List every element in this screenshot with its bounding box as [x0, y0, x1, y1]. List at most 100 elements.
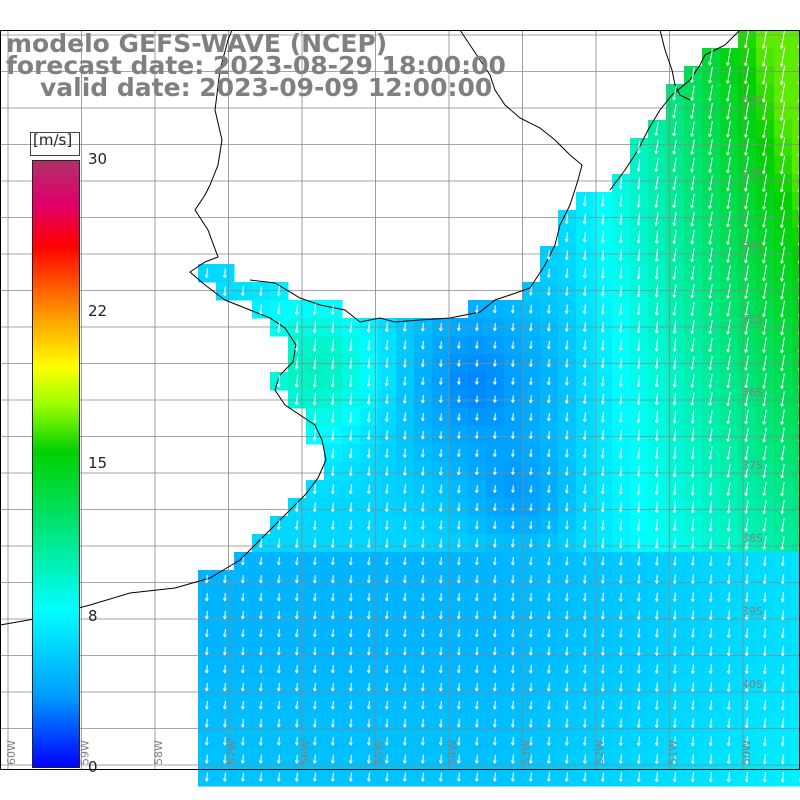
wind-arrow [368, 321, 370, 333]
wind-arrow-head [620, 473, 623, 477]
wind-arrow-head [422, 724, 425, 728]
wind-arrow [745, 192, 749, 210]
wind-arrow-head [727, 242, 730, 245]
wind-arrow [476, 700, 478, 710]
wind-arrow-head [332, 330, 335, 334]
wind-arrow-head [763, 206, 766, 210]
wind-arrow-head [548, 472, 551, 476]
wind-arrow [350, 610, 352, 620]
wind-arrow [656, 736, 658, 746]
wind-arrow-head [404, 634, 407, 638]
wind-arrow-head [782, 707, 785, 711]
wind-arrow [584, 412, 586, 422]
wind-arrow-head [566, 598, 569, 602]
colorbar-tick: 15 [88, 454, 108, 472]
wind-arrow [566, 268, 568, 278]
wind-arrow [602, 646, 604, 656]
wind-arrow-head [242, 778, 245, 782]
wind-arrow-head [620, 401, 623, 405]
wind-arrow [548, 358, 550, 368]
wind-arrow [602, 465, 604, 477]
wind-arrow-head [691, 348, 695, 352]
wind-arrow [332, 682, 334, 692]
wind-arrow [440, 431, 442, 439]
wind-arrow [584, 484, 586, 494]
wind-arrow [566, 214, 568, 224]
longitude-label: 50W [740, 740, 753, 765]
wind-arrow [206, 718, 208, 728]
wind-arrow [566, 448, 568, 458]
wind-arrow-head [386, 724, 389, 728]
wind-arrow-head [350, 384, 353, 388]
wind-arrow [404, 430, 406, 440]
wind-arrow [602, 628, 604, 638]
wind-arrow [745, 156, 749, 174]
wind-arrow [762, 101, 768, 121]
wind-arrow-head [745, 260, 748, 264]
wind-arrow [566, 646, 568, 656]
wind-arrow [745, 283, 749, 299]
wind-arrow-head [566, 688, 569, 692]
wind-arrow-head [260, 616, 263, 620]
wind-arrow-head [655, 168, 659, 172]
wind-arrow-head [530, 544, 533, 548]
wind-arrow [404, 664, 406, 674]
wind-arrow [691, 103, 695, 119]
wind-arrow-head [584, 778, 587, 782]
wind-arrow-head [224, 293, 227, 297]
wind-speed-cell [792, 444, 800, 463]
wind-arrow [781, 463, 785, 479]
wind-arrow-head [602, 275, 605, 279]
wind-arrow [673, 338, 677, 352]
wind-arrow-head [674, 510, 677, 514]
wind-arrow [619, 213, 623, 225]
wind-arrow [278, 556, 280, 566]
wind-arrow [602, 249, 604, 261]
wind-arrow-head [422, 328, 425, 332]
wind-arrow-head [296, 706, 299, 710]
wind-arrow-head [494, 417, 497, 421]
wind-arrow [727, 464, 731, 478]
wind-arrow-head [422, 652, 425, 656]
wind-arrow-head [674, 438, 677, 442]
wind-arrow-head [710, 743, 713, 747]
wind-arrow-head [780, 63, 784, 67]
wind-arrow-head [476, 598, 479, 602]
wind-arrow-head [368, 688, 371, 692]
wind-arrow [602, 718, 604, 728]
wind-arrow-head [602, 473, 605, 477]
wind-arrow [224, 646, 226, 656]
wind-arrow-head [530, 292, 533, 296]
wind-arrow-head [745, 349, 748, 353]
wind-arrow [745, 500, 749, 514]
wind-arrow-head [350, 526, 353, 530]
wind-arrow [313, 411, 317, 423]
wind-arrow [762, 29, 768, 49]
wind-speed-cell [792, 102, 800, 121]
wind-arrow-head [206, 706, 209, 710]
wind-arrow-head [674, 474, 677, 478]
wind-arrow-head [368, 724, 371, 728]
wind-arrow [440, 700, 442, 710]
wind-arrow-head [745, 492, 749, 496]
wind-arrow-head [458, 399, 461, 403]
wind-arrow-head [584, 634, 587, 638]
wind-arrow [458, 754, 460, 764]
wind-arrow-head [674, 456, 677, 460]
wind-arrow [548, 664, 550, 674]
wind-arrow [386, 592, 388, 602]
wind-arrow-head [458, 526, 461, 530]
wind-arrow-head [763, 403, 766, 407]
wind-arrow-head [692, 670, 695, 674]
wind-arrow-head [745, 152, 748, 156]
wind-arrow [763, 391, 767, 407]
wind-arrow [422, 412, 424, 422]
wind-arrow [656, 754, 658, 764]
wind-arrow-head [584, 598, 587, 602]
latitude-label: 33S [742, 167, 763, 180]
wind-arrow-head [763, 189, 766, 192]
wind-arrow [494, 359, 496, 367]
wind-speed-cell [792, 390, 800, 409]
wind-arrow-head [638, 562, 641, 566]
